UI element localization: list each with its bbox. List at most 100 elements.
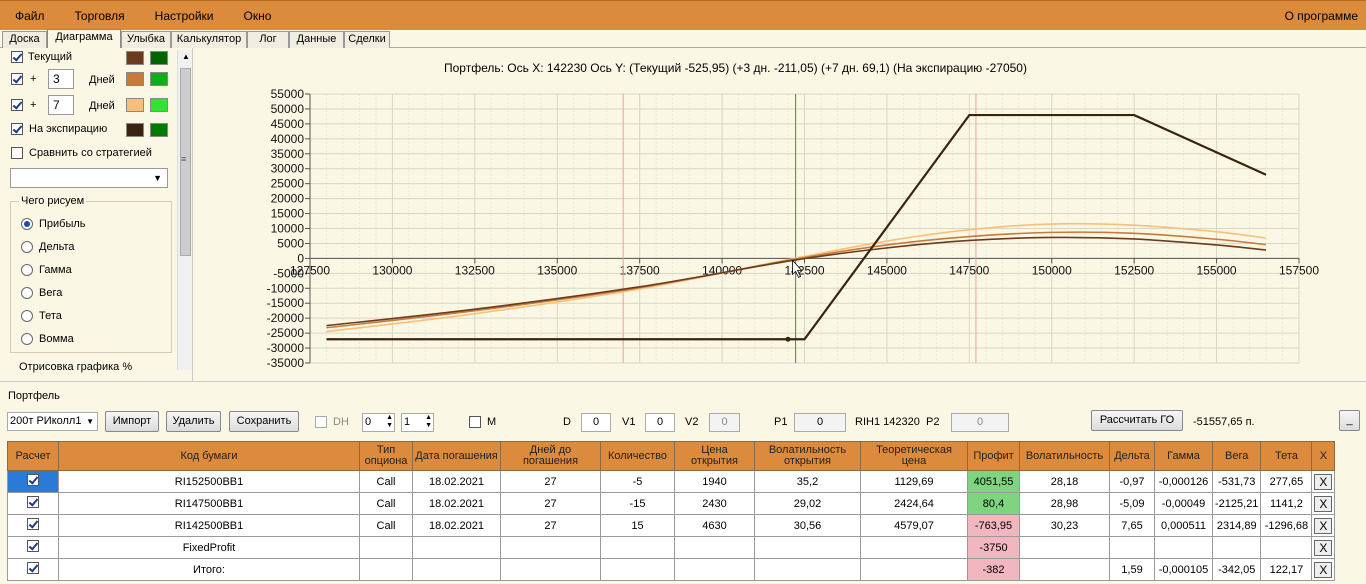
col-vol[interactable]: Волатильность bbox=[1019, 441, 1110, 471]
current-color-1[interactable] bbox=[126, 51, 144, 65]
compare-checkbox[interactable] bbox=[11, 147, 23, 159]
current-color-2[interactable] bbox=[150, 51, 168, 65]
plus7-checkbox[interactable] bbox=[11, 99, 23, 111]
remove-row-button[interactable]: X bbox=[1314, 473, 1333, 490]
days-label: Дней bbox=[89, 74, 115, 86]
tab-calculator[interactable]: Калькулятор bbox=[171, 31, 247, 48]
table-row[interactable]: RI147500BB1 Call 18.02.2021 27 -15 2430 29,02 2… bbox=[7, 492, 1336, 515]
spinner-icon[interactable]: ▲ ▼ bbox=[386, 414, 393, 429]
panel-splitter[interactable] bbox=[0, 381, 1366, 388]
col-remove[interactable]: X bbox=[1311, 441, 1336, 471]
col-vega[interactable]: Вега bbox=[1211, 441, 1262, 471]
calc-checkbox[interactable] bbox=[27, 518, 39, 530]
import-button[interactable]: Импорт bbox=[105, 411, 159, 432]
table-row[interactable]: RI142500BB1 Call 18.02.2021 27 15 4630 30,56 45… bbox=[7, 514, 1336, 537]
compare-label: Сравнить со стратегией bbox=[29, 147, 152, 159]
remove-row-button[interactable]: X bbox=[1314, 561, 1333, 578]
plus3-checkbox[interactable] bbox=[11, 73, 23, 85]
cell-vega: -2125,21 bbox=[1211, 492, 1262, 515]
radio-theta[interactable] bbox=[21, 310, 33, 322]
table-row[interactable]: RI152500BB1 Call 18.02.2021 27 -5 1940 35,2 112… bbox=[7, 470, 1336, 493]
cell-type bbox=[359, 558, 413, 581]
calc-go-button[interactable]: Рассчитать ГО bbox=[1091, 410, 1183, 431]
expiry-color-1[interactable] bbox=[126, 123, 144, 137]
remove-row-button[interactable]: X bbox=[1314, 495, 1333, 512]
plus7-color-1[interactable] bbox=[126, 98, 144, 112]
calc-checkbox[interactable] bbox=[27, 562, 39, 574]
calc-checkbox[interactable] bbox=[27, 540, 39, 552]
p2-input[interactable]: 0 bbox=[951, 413, 1009, 432]
radio-delta[interactable] bbox=[21, 241, 33, 253]
m-checkbox[interactable] bbox=[469, 416, 481, 428]
radio-gamma[interactable] bbox=[21, 264, 33, 276]
cell-vol bbox=[1019, 536, 1110, 559]
table-row[interactable]: FixedProfit -3750 X bbox=[7, 536, 1336, 559]
tab-deals[interactable]: Сделки bbox=[344, 31, 390, 48]
table-row[interactable]: Итого: -382 1,59 -0,000105 -342,05 122,17 X bbox=[7, 558, 1336, 581]
expiry-color-2[interactable] bbox=[150, 123, 168, 137]
strategy-select[interactable]: ▼ bbox=[10, 168, 168, 188]
col-open-price[interactable]: Цена открытия bbox=[674, 441, 755, 471]
col-delta[interactable]: Дельта bbox=[1109, 441, 1155, 471]
menu-window[interactable]: Окно bbox=[243, 8, 272, 23]
col-date[interactable]: Дата погашения bbox=[412, 441, 501, 471]
v2-input[interactable]: 0 bbox=[709, 413, 740, 432]
remove-row-button[interactable]: X bbox=[1314, 517, 1333, 534]
dh-checkbox[interactable] bbox=[315, 416, 327, 428]
col-calc[interactable]: Расчет bbox=[7, 441, 59, 471]
col-gamma[interactable]: Гамма bbox=[1154, 441, 1213, 471]
calc-cell[interactable] bbox=[7, 492, 59, 515]
tab-log[interactable]: Лог bbox=[247, 31, 289, 48]
plus3-color-1[interactable] bbox=[126, 72, 144, 86]
cell-theta: -1296,68 bbox=[1260, 514, 1313, 537]
p1-input[interactable]: 0 bbox=[794, 413, 846, 432]
calc-checkbox[interactable] bbox=[27, 496, 39, 508]
menu-about[interactable]: О программе bbox=[1284, 9, 1358, 23]
radio-vega[interactable] bbox=[21, 287, 33, 299]
tab-board[interactable]: Доска bbox=[2, 31, 47, 48]
step1-input[interactable]: 0 ▲ ▼ bbox=[362, 413, 395, 432]
current-checkbox[interactable] bbox=[11, 51, 23, 63]
calc-checkbox[interactable] bbox=[27, 474, 39, 486]
plus7-color-2[interactable] bbox=[150, 98, 168, 112]
d-input[interactable]: 0 bbox=[581, 413, 611, 432]
plus3-color-2[interactable] bbox=[150, 72, 168, 86]
spinner-icon[interactable]: ▲ ▼ bbox=[425, 414, 432, 429]
chevron-down-icon: ▼ bbox=[86, 417, 94, 426]
col-code[interactable]: Код бумаги bbox=[58, 441, 360, 471]
days2-input[interactable]: 7 bbox=[48, 95, 74, 115]
calc-cell[interactable] bbox=[7, 558, 59, 581]
calc-cell[interactable] bbox=[7, 470, 59, 493]
col-open-vol[interactable]: Волатильность открытия bbox=[754, 441, 861, 471]
col-qty[interactable]: Количество bbox=[600, 441, 675, 471]
delete-button[interactable]: Удалить bbox=[166, 411, 221, 432]
days1-input[interactable]: 3 bbox=[48, 69, 74, 89]
menu-trading[interactable]: Торговля bbox=[74, 8, 125, 23]
tab-smile[interactable]: Улыбка bbox=[121, 31, 171, 48]
cell-theo: 4579,07 bbox=[860, 514, 968, 537]
save-button[interactable]: Сохранить bbox=[229, 411, 299, 432]
col-days[interactable]: Дней до погашения bbox=[500, 441, 601, 471]
expiry-checkbox[interactable] bbox=[11, 123, 23, 135]
col-profit[interactable]: Профит bbox=[967, 441, 1020, 471]
calc-cell[interactable] bbox=[7, 536, 59, 559]
v1-input[interactable]: 0 bbox=[645, 413, 675, 432]
col-theo[interactable]: Теоретическая цена bbox=[860, 441, 968, 471]
scroll-up-icon[interactable]: ▲ bbox=[182, 52, 190, 61]
step2-input[interactable]: 1 ▲ ▼ bbox=[401, 413, 434, 432]
cell-date: 18.02.2021 bbox=[412, 492, 501, 515]
portfolio-select[interactable]: 200т РИколл1 ▼ bbox=[7, 412, 98, 431]
col-type[interactable]: Тип опциона bbox=[359, 441, 413, 471]
calc-cell[interactable] bbox=[7, 514, 59, 537]
radio-vomma[interactable] bbox=[21, 333, 33, 345]
minimize-button[interactable]: _ bbox=[1339, 410, 1360, 431]
scroll-thumb[interactable] bbox=[180, 68, 191, 256]
left-scrollbar[interactable]: ▲ ≡ bbox=[177, 50, 192, 370]
tab-diagram[interactable]: Диаграмма bbox=[47, 29, 121, 49]
menu-settings[interactable]: Настройки bbox=[154, 8, 214, 23]
remove-row-button[interactable]: X bbox=[1314, 539, 1333, 556]
radio-profit[interactable] bbox=[21, 218, 33, 230]
col-theta[interactable]: Тета bbox=[1260, 441, 1313, 471]
menu-file[interactable]: Файл bbox=[15, 8, 45, 23]
tab-data[interactable]: Данные bbox=[289, 31, 344, 48]
